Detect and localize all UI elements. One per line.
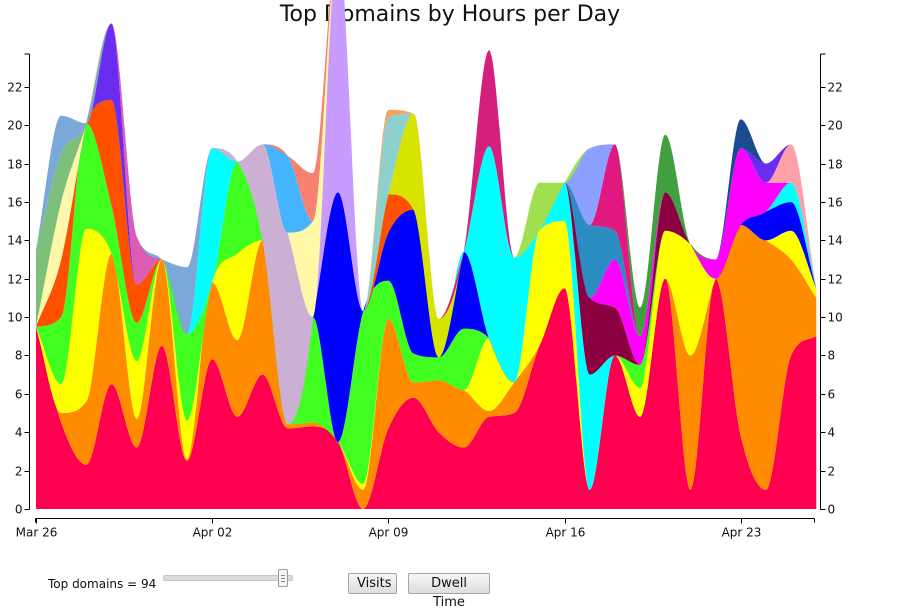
y-tick-label-right: 22 [828, 81, 843, 95]
area-series-10[interactable] [36, 0, 817, 366]
y-tick-label-left: 6 [15, 388, 23, 402]
chart-controls: Top domains = 94 Visits Dwell Time [0, 569, 900, 610]
top-domains-label: Top domains = 94 [48, 577, 157, 591]
y-tick-label-right: 16 [828, 196, 843, 210]
area-series-16[interactable] [36, 0, 817, 358]
stacked-area-layers [36, 0, 817, 509]
y-tick-label-right: 10 [828, 311, 843, 325]
y-tick-label-right: 18 [828, 158, 843, 172]
y-tick-label-left: 2 [15, 465, 23, 479]
grip-icon [281, 578, 285, 579]
dwell-time-button[interactable]: Dwell Time [408, 573, 490, 610]
y-tick-label-right: 4 [828, 426, 836, 440]
grip-icon [281, 581, 285, 582]
area-series-1[interactable] [36, 278, 817, 509]
area-series-18[interactable] [36, 0, 817, 337]
area-series-4[interactable] [36, 123, 817, 490]
y-tick-label-right: 0 [828, 503, 836, 517]
area-series-3[interactable] [36, 221, 817, 490]
slider-handle[interactable] [278, 569, 288, 587]
y-tick-label-right: 20 [828, 119, 843, 133]
x-tick-label: Mar 26 [16, 526, 58, 540]
y-tick-label-left: 12 [7, 273, 22, 287]
y-tick-label-right: 8 [828, 349, 836, 363]
x-tick-label: Apr 02 [193, 526, 233, 540]
area-series-5[interactable] [36, 123, 817, 490]
x-tick-label: Apr 23 [722, 526, 762, 540]
y-tick-label-left: 16 [7, 196, 22, 210]
y-tick-label-left: 18 [7, 158, 22, 172]
y-tick-label-left: 10 [7, 311, 22, 325]
area-series-15[interactable] [36, 0, 817, 358]
y-tick-label-right: 12 [828, 273, 843, 287]
y-tick-label-left: 22 [7, 81, 22, 95]
x-tick-label: Apr 16 [546, 526, 586, 540]
y-tick-label-left: 0 [15, 503, 23, 517]
area-series-2[interactable] [36, 224, 817, 509]
visits-button[interactable]: Visits [348, 573, 397, 594]
grip-icon [281, 575, 285, 576]
top-domains-slider[interactable] [163, 569, 293, 587]
y-tick-label-right: 6 [828, 388, 836, 402]
area-series-12[interactable] [36, 0, 817, 358]
y-tick-label-right: 14 [828, 234, 843, 248]
y-tick-label-right: 2 [828, 465, 836, 479]
y-tick-label-left: 14 [7, 234, 22, 248]
y-tick-label-left: 8 [15, 349, 23, 363]
y-tick-label-left: 4 [15, 426, 23, 440]
x-tick-label: Apr 09 [369, 526, 409, 540]
y-tick-label-left: 20 [7, 119, 22, 133]
